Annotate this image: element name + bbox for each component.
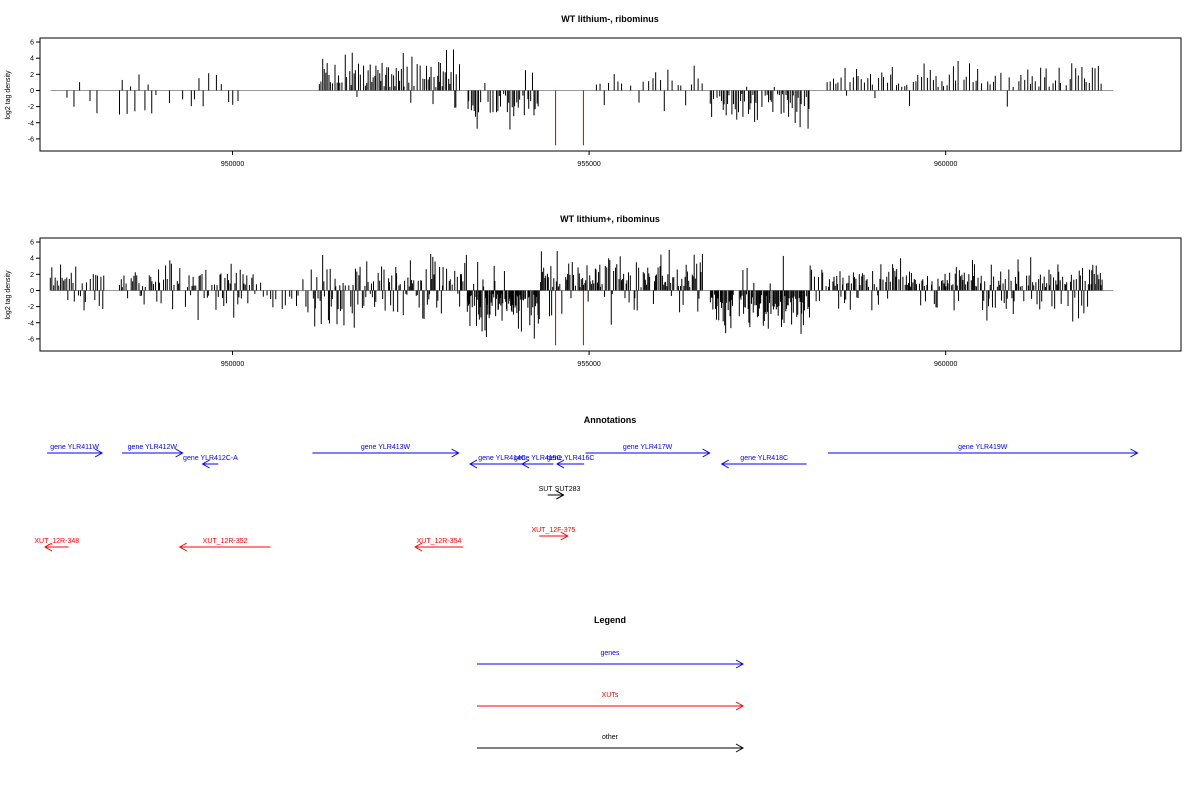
annotation-feature: gene YLR416C xyxy=(547,455,595,469)
legend-item: other xyxy=(477,734,745,753)
x-tick-label: 950000 xyxy=(221,161,244,168)
feature-label: gene YLR419W xyxy=(958,444,1008,451)
annotation-track: Annotations gene YLR411W gene YLR412Wgene… xyxy=(34,415,1139,552)
x-tick-label: 955000 xyxy=(577,161,600,168)
feature-label: SUT283 xyxy=(555,486,581,493)
legend-label: other xyxy=(602,734,619,741)
y-tick-label: -6 xyxy=(28,136,34,143)
plot-frame xyxy=(39,37,1182,152)
y-tick-label: -4 xyxy=(28,320,34,327)
strand-arrow xyxy=(1130,448,1139,458)
strand-arrow xyxy=(521,459,530,469)
annotation-feature: gene YLR412W xyxy=(122,444,184,458)
plot-frame xyxy=(39,237,1182,352)
annotation-feature: gene YLR419W xyxy=(828,444,1139,458)
strand-arrow xyxy=(451,448,460,458)
feature-label: gene YLR413W xyxy=(361,444,411,451)
x-tick-label: 950000 xyxy=(221,361,244,368)
y-tick-label: -2 xyxy=(28,304,34,311)
y-tick-label: -4 xyxy=(28,120,34,127)
annotation-feature: gene YLR418C xyxy=(720,455,807,469)
annotation-feature: gene YLR411W xyxy=(47,444,104,458)
annotations-title: Annotations xyxy=(584,415,637,425)
feature-label: SUT xyxy=(539,486,554,493)
feature-label: XUT_12R-352 xyxy=(203,538,248,545)
coverage-panel-lithium-plus: WT lithium+, ribominus log2 tag density … xyxy=(5,214,1182,368)
y-tick-label: 0 xyxy=(30,88,34,95)
legend-arrow xyxy=(735,743,745,753)
strand-arrow xyxy=(43,542,53,552)
strand-arrow xyxy=(560,531,569,541)
strand-arrow xyxy=(94,448,104,458)
strand-arrow xyxy=(702,448,711,458)
legend-label: genes xyxy=(600,650,620,657)
annotation-feature: gene YLR412C-A xyxy=(183,455,238,469)
legend-item: XUTs xyxy=(477,692,745,711)
coverage-panel-lithium-minus: WT lithium-, ribominus log2 tag density … xyxy=(5,14,1182,168)
annotation-feature: XUT_12F-375 xyxy=(531,527,576,541)
strand-arrow xyxy=(201,459,210,469)
legend-items: genes XUTs other xyxy=(477,650,745,753)
annotation-feature: SUT283 xyxy=(547,486,581,500)
strand-arrow xyxy=(556,490,565,500)
y-tick-label: 0 xyxy=(30,288,34,295)
y-tick-label: 2 xyxy=(30,272,34,279)
feature-label: gene YLR416C xyxy=(547,455,595,462)
feature-label: XUT_12F-375 xyxy=(531,527,575,534)
feature-label: gene YLR417W xyxy=(623,444,673,451)
strand-arrow xyxy=(175,448,184,458)
feature-label: XUT_12R-348 xyxy=(34,538,79,545)
annotation-feature: gene YLR415C xyxy=(514,455,562,469)
y-tick-label: -2 xyxy=(28,104,34,111)
annotation-feature: XUT_12R-352 xyxy=(178,538,271,552)
legend-title: Legend xyxy=(594,615,626,625)
x-tick-label: 955000 xyxy=(577,361,600,368)
strand-arrow xyxy=(414,542,423,552)
strand-arrow xyxy=(720,459,729,469)
panel-title: WT lithium-, ribominus xyxy=(561,14,659,24)
feature-list: gene YLR411W gene YLR412W gene YLR412C-A ge… xyxy=(34,444,1139,552)
feature-label: gene YLR418C xyxy=(740,455,788,462)
legend: Legend genes XUTs other xyxy=(477,615,745,753)
feature-label: gene YLR415C xyxy=(514,455,562,462)
legend-label: XUTs xyxy=(602,692,619,699)
legend-item: genes xyxy=(477,650,745,669)
plot-area: -6 -4 -2 0 2 4 6 950000 955000 960000 xyxy=(28,40,1114,168)
x-tick-label: 960000 xyxy=(934,161,957,168)
feature-label: XUT_12R-354 xyxy=(417,538,462,545)
annotation-feature: XUT_12R-348 xyxy=(34,538,79,552)
annotation-feature: XUT_12R-354 xyxy=(414,538,463,552)
y-axis-label: log2 tag density xyxy=(5,270,12,320)
y-tick-label: 6 xyxy=(30,40,34,47)
y-tick-label: -6 xyxy=(28,336,34,343)
feature-label: gene YLR412W xyxy=(128,444,178,451)
y-tick-label: 4 xyxy=(30,56,34,63)
feature-label: gene YLR412C-A xyxy=(183,455,238,462)
annotation-feature: gene YLR413W xyxy=(312,444,460,458)
strand-arrow xyxy=(469,459,478,469)
feature-label: gene YLR411W xyxy=(50,444,99,451)
annotation-feature: gene YLR417W xyxy=(585,444,711,458)
y-tick-label: 6 xyxy=(30,240,34,247)
y-tick-label: 4 xyxy=(30,256,34,263)
panel-title: WT lithium+, ribominus xyxy=(560,214,660,224)
plot-area: -6 -4 -2 0 2 4 6 950000 955000 960000 xyxy=(28,240,1114,368)
x-tick-label: 960000 xyxy=(934,361,957,368)
y-axis-label: log2 tag density xyxy=(5,70,12,120)
strand-arrow xyxy=(178,542,188,552)
strand-arrow xyxy=(556,459,565,469)
y-tick-label: 2 xyxy=(30,72,34,79)
legend-arrow xyxy=(735,659,745,669)
feature-label: gene YLR414C xyxy=(478,455,526,462)
legend-arrow xyxy=(735,701,745,711)
